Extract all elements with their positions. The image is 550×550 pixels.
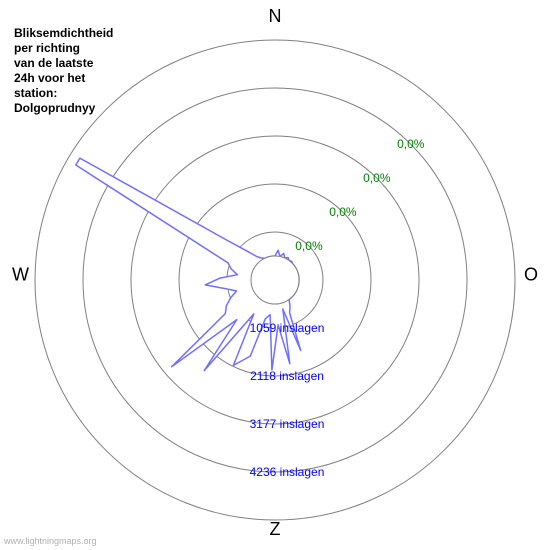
cardinal-east: O: [524, 265, 538, 286]
cardinal-west: W: [12, 265, 29, 286]
density-pct-label: 0,0%: [329, 205, 356, 219]
density-pct-label: 0,0%: [295, 239, 322, 253]
attribution-text: www.lightningmaps.org: [4, 536, 97, 546]
density-pct-label: 0,0%: [363, 171, 390, 185]
strike-count-label: 4236 inslagen: [250, 465, 325, 479]
strike-count-label: 3177 inslagen: [250, 417, 325, 431]
strike-count-label: 1059 inslagen: [250, 321, 325, 335]
chart-title: Bliksemdichtheid per richting van de laa…: [14, 26, 113, 116]
density-pct-label: 0,0%: [397, 137, 424, 151]
cardinal-south: Z: [270, 519, 281, 540]
cardinal-north: N: [269, 6, 282, 27]
strike-count-label: 2118 inslagen: [250, 369, 324, 383]
